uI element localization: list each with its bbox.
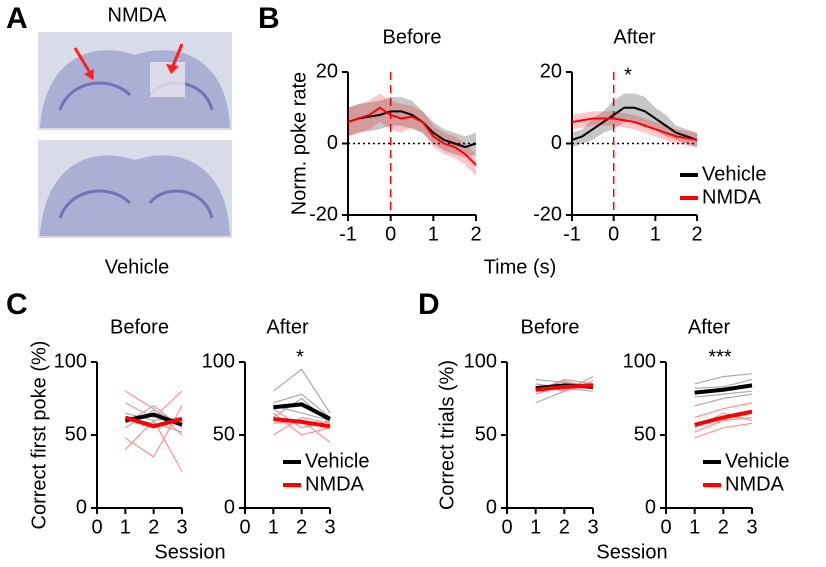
chart-title: Before bbox=[383, 26, 442, 48]
x-tick-label: 0 bbox=[239, 516, 250, 538]
y-tick-label: 100 bbox=[623, 350, 656, 372]
individual-line bbox=[125, 390, 183, 419]
panel-letter: A bbox=[6, 2, 28, 35]
annotation: * bbox=[624, 64, 632, 86]
legend-label: Vehicle bbox=[702, 163, 767, 185]
y-tick-label: 100 bbox=[54, 350, 87, 372]
x-tick-label: 0 bbox=[660, 516, 671, 538]
y-axis-label: Norm. poke rate bbox=[288, 72, 310, 215]
x-axis-label: Time (s) bbox=[484, 256, 557, 278]
mean-line bbox=[347, 106, 477, 166]
mean-line bbox=[124, 415, 183, 429]
mean-line bbox=[347, 110, 477, 149]
individual-line bbox=[694, 378, 753, 389]
annotation: *** bbox=[708, 346, 732, 368]
y-tick-label: 0 bbox=[551, 132, 562, 154]
y-tick-label: 50 bbox=[475, 423, 497, 445]
panel-letter: D bbox=[418, 288, 440, 321]
individual-line bbox=[125, 390, 183, 436]
individual-line bbox=[694, 402, 753, 419]
y-tick-label: 50 bbox=[65, 423, 87, 445]
x-tick-label: 3 bbox=[746, 516, 757, 538]
x-tick-label: 1 bbox=[428, 223, 439, 245]
y-tick-label: 0 bbox=[486, 496, 497, 518]
brain-slice bbox=[38, 140, 232, 238]
x-tick-label: 2 bbox=[148, 516, 159, 538]
panel-letter: B bbox=[258, 2, 280, 35]
mean-line bbox=[535, 383, 594, 392]
x-tick-label: 1 bbox=[268, 516, 279, 538]
x-tick-label: 3 bbox=[176, 516, 187, 538]
brain-slice bbox=[38, 32, 232, 130]
image-label: Vehicle bbox=[105, 256, 170, 278]
x-axis-label: Session bbox=[154, 541, 225, 563]
y-axis-label: Correct trials (%) bbox=[436, 360, 458, 510]
annotation: * bbox=[296, 346, 304, 368]
x-tick-label: 3 bbox=[587, 516, 598, 538]
individual-line bbox=[694, 390, 753, 398]
x-tick-label: 1 bbox=[689, 516, 700, 538]
x-tick-label: 0 bbox=[385, 223, 396, 245]
chart-title: After bbox=[613, 26, 656, 48]
y-tick-label: 0 bbox=[327, 132, 338, 154]
legend-label: NMDA bbox=[305, 473, 365, 495]
mean-line bbox=[694, 409, 753, 427]
x-tick-label: 0 bbox=[608, 223, 619, 245]
y-tick-label: 100 bbox=[464, 350, 497, 372]
x-tick-label: 2 bbox=[691, 223, 702, 245]
y-tick-label: 20 bbox=[316, 60, 338, 82]
x-tick-label: 2 bbox=[470, 223, 481, 245]
error-band bbox=[572, 111, 697, 148]
image-label: NMDA bbox=[108, 4, 168, 26]
x-tick-label: 0 bbox=[91, 516, 102, 538]
chart-title: Before bbox=[110, 316, 169, 338]
y-tick-label: -20 bbox=[533, 203, 562, 225]
x-tick-label: 2 bbox=[559, 516, 570, 538]
x-tick-label: 3 bbox=[324, 516, 335, 538]
y-tick-label: -20 bbox=[309, 203, 338, 225]
mean-line bbox=[273, 416, 331, 429]
y-axis-label: Correct first poke (%) bbox=[28, 341, 50, 530]
x-axis-label: Session bbox=[596, 541, 667, 563]
legend-label: NMDA bbox=[702, 186, 762, 208]
x-tick-label: 2 bbox=[296, 516, 307, 538]
individual-line bbox=[273, 416, 331, 436]
x-tick-label: 1 bbox=[530, 516, 541, 538]
legend-label: Vehicle bbox=[305, 450, 370, 472]
x-tick-label: -1 bbox=[563, 223, 581, 245]
mean-line bbox=[694, 383, 753, 395]
individual-line bbox=[694, 373, 753, 385]
individual-line bbox=[124, 419, 183, 472]
mean-line bbox=[571, 106, 698, 141]
y-tick-label: 0 bbox=[76, 496, 87, 518]
x-tick-label: -1 bbox=[339, 223, 357, 245]
chart-title: After bbox=[266, 316, 309, 338]
x-tick-label: 0 bbox=[501, 516, 512, 538]
y-tick-label: 100 bbox=[202, 350, 235, 372]
y-tick-label: 0 bbox=[224, 496, 235, 518]
individual-line bbox=[272, 368, 331, 414]
y-tick-label: 0 bbox=[645, 496, 656, 518]
y-tick-label: 50 bbox=[634, 423, 656, 445]
panel-letter: C bbox=[6, 288, 28, 321]
legend-label: Vehicle bbox=[725, 450, 790, 472]
mean-line bbox=[571, 117, 698, 141]
legend-label: NMDA bbox=[725, 473, 785, 495]
y-tick-label: 50 bbox=[213, 423, 235, 445]
y-tick-label: 20 bbox=[540, 60, 562, 82]
chart-title: After bbox=[688, 316, 731, 338]
chart-title: Before bbox=[521, 316, 580, 338]
mean-line bbox=[273, 402, 331, 421]
individual-line bbox=[694, 422, 753, 439]
x-tick-label: 2 bbox=[718, 516, 729, 538]
x-tick-label: 1 bbox=[650, 223, 661, 245]
x-tick-label: 1 bbox=[120, 516, 131, 538]
individual-line bbox=[273, 393, 331, 418]
individual-line bbox=[694, 393, 753, 407]
